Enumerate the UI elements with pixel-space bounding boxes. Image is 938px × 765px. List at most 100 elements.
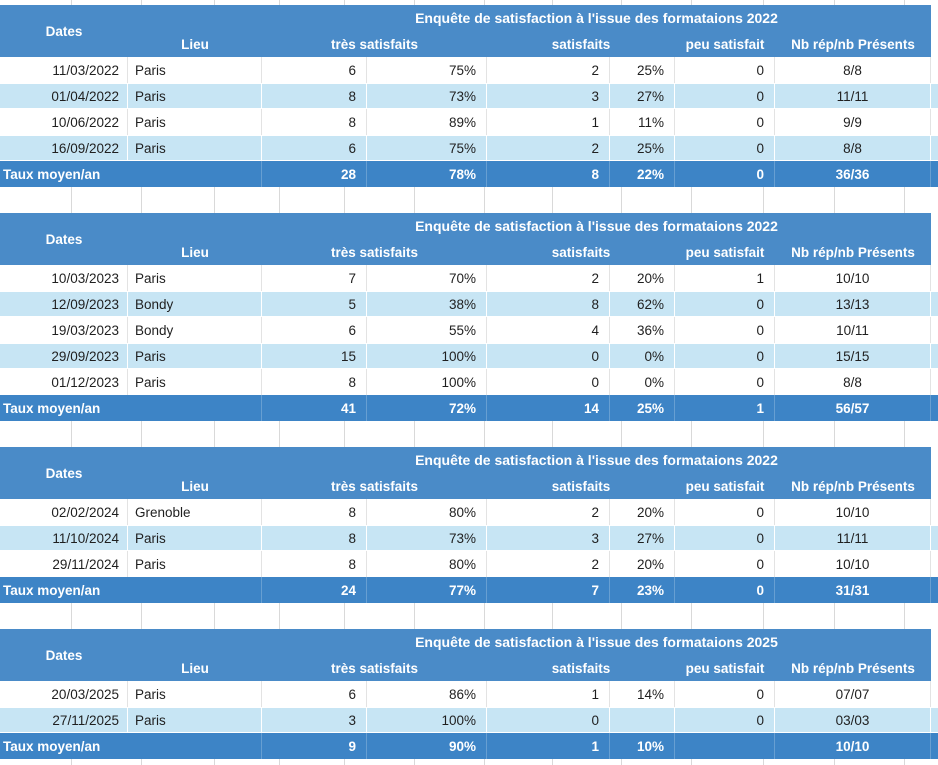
empty-cell[interactable] [215, 759, 280, 765]
date-cell[interactable]: 16/09/2022 [0, 136, 128, 160]
sat-pct-cell[interactable]: 20% [610, 265, 675, 291]
empty-cell[interactable] [280, 187, 345, 213]
tres-count-cell[interactable]: 8 [262, 526, 367, 550]
summary-nb-cell[interactable]: 10/10 [775, 733, 931, 759]
dates-header[interactable]: Dates [45, 465, 83, 481]
peu-satisfait-header[interactable]: peu satisfait [685, 36, 765, 52]
tres-count-cell[interactable]: 8 [262, 84, 367, 108]
peu-count-cell[interactable]: 0 [675, 84, 775, 108]
empty-cell[interactable] [485, 603, 553, 629]
nb-cell[interactable]: 10/10 [775, 551, 931, 577]
empty-cell[interactable] [215, 187, 280, 213]
empty-cell[interactable] [142, 603, 215, 629]
empty-cell[interactable] [485, 187, 553, 213]
sat-pct-cell[interactable]: 27% [610, 526, 675, 550]
tres-pct-cell[interactable]: 100% [367, 344, 487, 368]
sat-pct-cell[interactable]: 20% [610, 499, 675, 525]
summary-nb-cell[interactable]: 56/57 [775, 395, 931, 421]
peu-count-cell[interactable]: 0 [675, 317, 775, 343]
sat-pct-cell[interactable]: 27% [610, 84, 675, 108]
nb-cell[interactable]: 03/03 [775, 708, 931, 732]
lieu-cell[interactable]: Paris [128, 369, 262, 395]
sat-pct-cell[interactable]: 62% [610, 292, 675, 316]
satisfaits-header[interactable]: satisfaits [551, 36, 611, 52]
summary-sat-count-cell[interactable]: 7 [487, 577, 610, 603]
lieu-cell[interactable]: Paris [128, 136, 262, 160]
empty-cell[interactable] [553, 421, 622, 447]
peu-count-cell[interactable]: 1 [675, 265, 775, 291]
empty-cell[interactable] [0, 603, 72, 629]
nb-cell[interactable]: 10/11 [775, 317, 931, 343]
tres-pct-cell[interactable]: 100% [367, 369, 487, 395]
empty-cell[interactable] [72, 0, 142, 5]
empty-cell[interactable] [72, 421, 142, 447]
summary-label[interactable]: Taux moyen/an [0, 733, 262, 759]
empty-cell[interactable] [692, 187, 764, 213]
peu-count-cell[interactable]: 0 [675, 526, 775, 550]
tres-count-cell[interactable]: 8 [262, 551, 367, 577]
empty-cell[interactable] [0, 421, 72, 447]
tres-count-cell[interactable]: 3 [262, 708, 367, 732]
tres-pct-cell[interactable]: 75% [367, 136, 487, 160]
sat-count-cell[interactable]: 2 [487, 265, 610, 291]
dates-header[interactable]: Dates [45, 231, 83, 247]
peu-count-cell[interactable]: 0 [675, 681, 775, 707]
empty-cell[interactable] [345, 603, 415, 629]
lieu-header[interactable]: Lieu [181, 244, 209, 260]
empty-cell[interactable] [622, 187, 692, 213]
empty-cell[interactable] [415, 421, 485, 447]
empty-cell[interactable] [415, 603, 485, 629]
sat-count-cell[interactable]: 2 [487, 136, 610, 160]
table-title[interactable]: Enquête de satisfaction à l'issue des fo… [415, 452, 778, 468]
nb-cell[interactable]: 13/13 [775, 292, 931, 316]
tres-count-cell[interactable]: 5 [262, 292, 367, 316]
lieu-cell[interactable]: Paris [128, 344, 262, 368]
empty-cell[interactable] [0, 0, 72, 5]
empty-cell[interactable] [485, 421, 553, 447]
empty-cell[interactable] [835, 759, 905, 765]
lieu-cell[interactable]: Paris [128, 708, 262, 732]
empty-cell[interactable] [764, 187, 835, 213]
date-cell[interactable]: 29/09/2023 [0, 344, 128, 368]
summary-tres-count-cell[interactable]: 28 [262, 161, 367, 187]
empty-cell[interactable] [0, 187, 72, 213]
peu-count-cell[interactable]: 0 [675, 109, 775, 135]
peu-count-cell[interactable]: 0 [675, 136, 775, 160]
empty-cell[interactable] [692, 421, 764, 447]
summary-tres-pct-cell[interactable]: 90% [367, 733, 487, 759]
date-cell[interactable]: 27/11/2025 [0, 708, 128, 732]
date-cell[interactable]: 02/02/2024 [0, 499, 128, 525]
summary-peu-count-cell[interactable]: 0 [675, 161, 775, 187]
satisfaits-header[interactable]: satisfaits [551, 660, 611, 676]
summary-peu-count-cell[interactable] [675, 733, 775, 759]
sat-count-cell[interactable]: 3 [487, 526, 610, 550]
date-cell[interactable]: 29/11/2024 [0, 551, 128, 577]
peu-count-cell[interactable]: 0 [675, 344, 775, 368]
lieu-cell[interactable]: Paris [128, 84, 262, 108]
tres-pct-cell[interactable]: 89% [367, 109, 487, 135]
summary-sat-count-cell[interactable]: 1 [487, 733, 610, 759]
summary-label[interactable]: Taux moyen/an [0, 395, 262, 421]
empty-cell[interactable] [622, 0, 692, 5]
summary-nb-cell[interactable]: 36/36 [775, 161, 931, 187]
sat-count-cell[interactable]: 2 [487, 57, 610, 83]
empty-cell[interactable] [215, 421, 280, 447]
nb-cell[interactable]: 11/11 [775, 526, 931, 550]
dates-header[interactable]: Dates [45, 647, 83, 663]
peu-satisfait-header[interactable]: peu satisfait [685, 660, 765, 676]
tres-satisfaits-header[interactable]: très satisfaits [330, 244, 419, 260]
empty-cell[interactable] [280, 421, 345, 447]
summary-sat-pct-cell[interactable]: 25% [610, 395, 675, 421]
tres-count-cell[interactable]: 6 [262, 136, 367, 160]
summary-sat-count-cell[interactable]: 8 [487, 161, 610, 187]
empty-cell[interactable] [692, 0, 764, 5]
sat-count-cell[interactable]: 3 [487, 84, 610, 108]
table-title[interactable]: Enquête de satisfaction à l'issue des fo… [415, 634, 778, 650]
nb-cell[interactable]: 10/10 [775, 265, 931, 291]
tres-pct-cell[interactable]: 38% [367, 292, 487, 316]
lieu-header[interactable]: Lieu [181, 660, 209, 676]
empty-cell[interactable] [345, 421, 415, 447]
empty-cell[interactable] [415, 187, 485, 213]
empty-cell[interactable] [215, 603, 280, 629]
table-title[interactable]: Enquête de satisfaction à l'issue des fo… [415, 10, 778, 26]
